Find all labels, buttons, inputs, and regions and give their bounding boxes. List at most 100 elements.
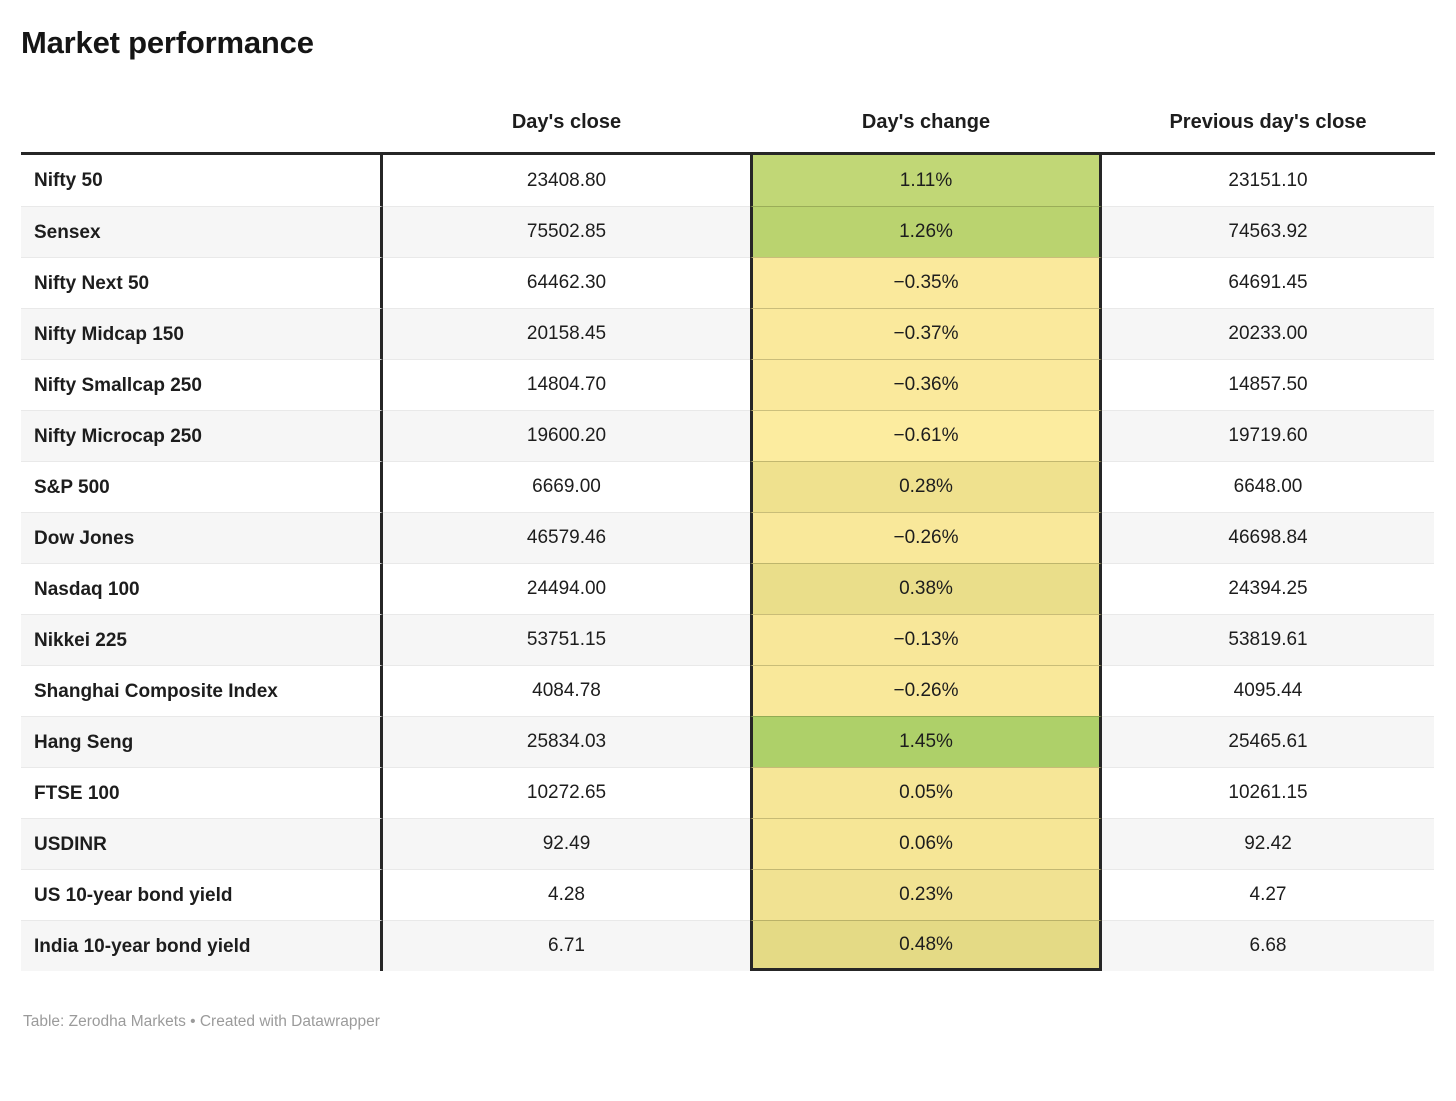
row-label-text: US 10-year bond yield — [34, 884, 233, 906]
row-label: Hang Seng — [21, 716, 383, 768]
row-label: Nikkei 225 — [21, 614, 383, 666]
row-label-text: Hang Seng — [34, 731, 134, 753]
days-change-cell: −0.36% — [750, 359, 1102, 411]
row-label-text: Dow Jones — [34, 527, 135, 549]
previous-close-value: 4095.44 — [1102, 665, 1434, 717]
header-previous-days-close: Previous day's close — [1169, 111, 1367, 134]
row-label: Dow Jones — [21, 512, 383, 564]
table-row: US 10-year bond yield 4.28 0.23% 4.27 — [21, 869, 1435, 921]
days-close-value: 53751.15 — [383, 614, 750, 666]
days-close-value: 75502.85 — [383, 206, 750, 258]
days-close-value: 23408.80 — [383, 155, 750, 207]
days-change-cell: −0.35% — [750, 257, 1102, 309]
row-label-text: USDINR — [34, 833, 107, 855]
row-label-text: S&P 500 — [34, 476, 110, 498]
table-row: Dow Jones 46579.46 −0.26% 46698.84 — [21, 512, 1435, 564]
previous-close-value: 19719.60 — [1102, 410, 1434, 462]
table-row: Nifty Microcap 250 19600.20 −0.61% 19719.60 — [21, 410, 1435, 462]
days-change-cell: −0.26% — [750, 512, 1102, 564]
days-close-value: 20158.45 — [383, 308, 750, 360]
row-label: FTSE 100 — [21, 767, 383, 819]
days-close-value: 19600.20 — [383, 410, 750, 462]
days-change-cell: −0.37% — [750, 308, 1102, 360]
days-close-value: 14804.70 — [383, 359, 750, 411]
row-label: USDINR — [21, 818, 383, 870]
row-label-text: India 10-year bond yield — [34, 935, 251, 957]
row-label-text: Nifty Midcap 150 — [34, 323, 184, 345]
page-title: Market performance — [21, 25, 314, 60]
table-row: Nasdaq 100 24494.00 0.38% 24394.25 — [21, 563, 1435, 615]
previous-close-value: 64691.45 — [1102, 257, 1434, 309]
table-row: Sensex 75502.85 1.26% 74563.92 — [21, 206, 1435, 258]
row-label-text: Nikkei 225 — [34, 629, 127, 651]
table-row: Nifty Midcap 150 20158.45 −0.37% 20233.00 — [21, 308, 1435, 360]
row-label: Nifty Microcap 250 — [21, 410, 383, 462]
row-label: Nifty Smallcap 250 — [21, 359, 383, 411]
table-row: India 10-year bond yield 6.71 0.48% 6.68 — [21, 920, 1435, 972]
row-label-text: Shanghai Composite Index — [34, 680, 278, 702]
previous-close-value: 92.42 — [1102, 818, 1434, 870]
previous-close-value: 24394.25 — [1102, 563, 1434, 615]
row-label: S&P 500 — [21, 461, 383, 513]
row-label: Sensex — [21, 206, 383, 258]
days-change-cell: 0.05% — [750, 767, 1102, 819]
row-label-text: Nifty 50 — [34, 170, 103, 192]
previous-close-value: 23151.10 — [1102, 155, 1434, 207]
days-change-cell: 0.48% — [750, 920, 1102, 972]
days-change-cell: 0.28% — [750, 461, 1102, 513]
days-close-value: 6669.00 — [383, 461, 750, 513]
table-row: Nikkei 225 53751.15 −0.13% 53819.61 — [21, 614, 1435, 666]
previous-close-value: 6648.00 — [1102, 461, 1434, 513]
days-change-cell: 1.45% — [750, 716, 1102, 768]
previous-close-value: 74563.92 — [1102, 206, 1434, 258]
row-label-text: Sensex — [34, 221, 101, 243]
days-change-cell: 1.11% — [750, 155, 1102, 207]
row-label: Nasdaq 100 — [21, 563, 383, 615]
days-change-cell: 0.06% — [750, 818, 1102, 870]
row-label-text: Nifty Microcap 250 — [34, 425, 202, 447]
days-change-cell: 0.23% — [750, 869, 1102, 921]
days-close-value: 46579.46 — [383, 512, 750, 564]
previous-close-value: 20233.00 — [1102, 308, 1434, 360]
previous-close-value: 6.68 — [1102, 920, 1434, 972]
previous-close-value: 46698.84 — [1102, 512, 1434, 564]
table-body: Nifty 50 23408.80 1.11% 23151.10 Sensex 75502… — [21, 152, 1435, 972]
days-close-value: 64462.30 — [383, 257, 750, 309]
row-label-text: FTSE 100 — [34, 782, 120, 804]
days-close-value: 10272.65 — [383, 767, 750, 819]
header-days-change: Day's change — [861, 111, 991, 134]
table-row: Shanghai Composite Index 4084.78 −0.26% 409… — [21, 665, 1435, 717]
table-credit: Table: Zerodha Markets • Created with Da… — [23, 1013, 380, 1031]
days-close-value: 92.49 — [383, 818, 750, 870]
previous-close-value: 25465.61 — [1102, 716, 1434, 768]
days-change-cell: −0.13% — [750, 614, 1102, 666]
row-label: Nifty Midcap 150 — [21, 308, 383, 360]
previous-close-value: 4.27 — [1102, 869, 1434, 921]
days-change-cell: 0.38% — [750, 563, 1102, 615]
row-label: India 10-year bond yield — [21, 920, 383, 972]
previous-close-value: 53819.61 — [1102, 614, 1434, 666]
table-row: Nifty 50 23408.80 1.11% 23151.10 — [21, 155, 1435, 207]
row-label: Nifty 50 — [21, 155, 383, 207]
row-label-text: Nifty Smallcap 250 — [34, 374, 202, 396]
table-row: USDINR 92.49 0.06% 92.42 — [21, 818, 1435, 870]
row-label: Shanghai Composite Index — [21, 665, 383, 717]
previous-close-value: 14857.50 — [1102, 359, 1434, 411]
days-change-cell: −0.26% — [750, 665, 1102, 717]
days-close-value: 4084.78 — [383, 665, 750, 717]
header-days-close: Day's close — [511, 111, 622, 134]
row-label-text: Nifty Next 50 — [34, 272, 150, 294]
table-row: Nifty Next 50 64462.30 −0.35% 64691.45 — [21, 257, 1435, 309]
row-label: Nifty Next 50 — [21, 257, 383, 309]
table-row: FTSE 100 10272.65 0.05% 10261.15 — [21, 767, 1435, 819]
days-close-value: 25834.03 — [383, 716, 750, 768]
days-close-value: 24494.00 — [383, 563, 750, 615]
days-change-cell: 1.26% — [750, 206, 1102, 258]
days-close-value: 6.71 — [383, 920, 750, 972]
table-row: Hang Seng 25834.03 1.45% 25465.61 — [21, 716, 1435, 768]
table-header-row: Day's close Day's change Previous day's … — [21, 111, 1435, 152]
days-change-cell: −0.61% — [750, 410, 1102, 462]
table-row: Nifty Smallcap 250 14804.70 −0.36% 14857.50 — [21, 359, 1435, 411]
days-close-value: 4.28 — [383, 869, 750, 921]
